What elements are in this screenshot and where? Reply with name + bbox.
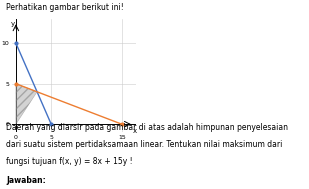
Text: x: x xyxy=(133,128,137,134)
Text: dari suatu sistem pertidaksamaan linear. Tentukan nilai maksimum dari: dari suatu sistem pertidaksamaan linear.… xyxy=(6,140,282,149)
Text: Daerah yang diarsir pada gambar di atas adalah himpunan penyelesaian: Daerah yang diarsir pada gambar di atas … xyxy=(6,123,288,132)
Text: Jawaban:: Jawaban: xyxy=(6,176,46,185)
Text: Perhatikan gambar berikut ini!: Perhatikan gambar berikut ini! xyxy=(6,3,124,12)
Text: y: y xyxy=(10,21,15,26)
Text: fungsi tujuan f(x, y) = 8x + 15y !: fungsi tujuan f(x, y) = 8x + 15y ! xyxy=(6,157,133,166)
Polygon shape xyxy=(16,84,37,124)
